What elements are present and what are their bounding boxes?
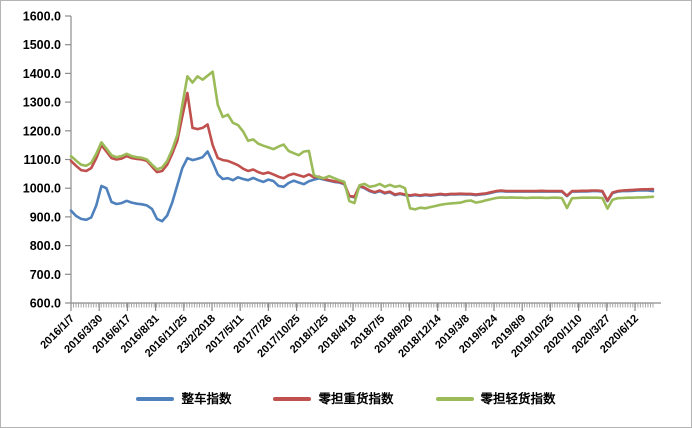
- y-tick-label: 600.0: [30, 297, 61, 311]
- chart-legend: 整车指数 零担重货指数 零担轻货指数: [1, 393, 691, 406]
- series-line-ltl-light-index: [69, 70, 655, 211]
- legend-label-truckload-index: 整车指数: [181, 392, 232, 406]
- legend-item-ltl-light-index: 零担轻货指数: [435, 392, 556, 406]
- legend-line-swatch-blue: [136, 397, 175, 402]
- y-tick-label: 900.0: [30, 210, 61, 224]
- y-tick-label: 1600.0: [23, 10, 61, 24]
- y-tick-label: 1200.0: [23, 124, 61, 138]
- legend-line-swatch-red: [273, 397, 312, 402]
- legend-item-truckload-index: 整车指数: [136, 393, 231, 406]
- legend-item-ltl-heavy-index: 零担重货指数: [273, 392, 394, 406]
- legend-line-swatch-green: [435, 397, 474, 402]
- y-tick-label: 1000.0: [23, 182, 61, 196]
- y-tick-label: 800.0: [30, 239, 61, 253]
- y-tick-label: 1100.0: [23, 153, 61, 167]
- legend-label-ltl-heavy-index: 零担重货指数: [318, 392, 394, 406]
- y-tick-label: 1500.0: [23, 38, 61, 52]
- y-tick-label: 1300.0: [23, 96, 61, 110]
- legend-label-ltl-light-index: 零担轻货指数: [480, 392, 556, 406]
- y-tick-label: 700.0: [30, 268, 61, 282]
- y-tick-label: 1400.0: [23, 67, 61, 81]
- series-line-ltl-heavy-index: [69, 91, 655, 202]
